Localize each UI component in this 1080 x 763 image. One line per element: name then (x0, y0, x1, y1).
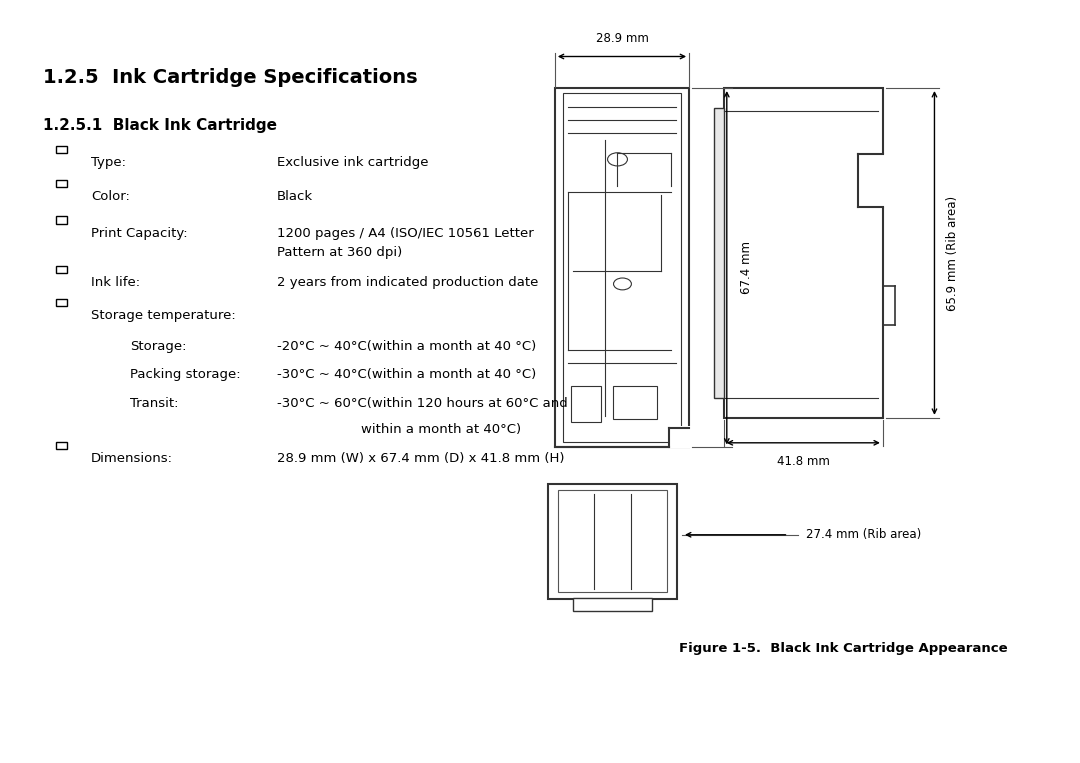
Bar (612, 386, 658, 419)
Text: 65.9 mm (Rib area): 65.9 mm (Rib area) (946, 195, 959, 311)
Text: 28.9 mm: 28.9 mm (595, 31, 648, 44)
Bar (56, 180, 67, 188)
Text: Storage temperature:: Storage temperature: (91, 309, 235, 322)
Bar (56, 266, 67, 273)
Text: 2 years from indicated production date: 2 years from indicated production date (276, 276, 538, 289)
Text: 1.2.5.1  Black Ink Cartridge: 1.2.5.1 Black Ink Cartridge (43, 118, 278, 133)
Text: 19: 19 (1050, 738, 1067, 751)
Bar (56, 217, 67, 224)
Text: Transit:: Transit: (130, 397, 178, 410)
Bar (56, 442, 67, 449)
Text: 27.4 mm (Rib area): 27.4 mm (Rib area) (807, 528, 921, 541)
Text: -30°C ~ 60°C(within 120 hours at 60°C and: -30°C ~ 60°C(within 120 hours at 60°C an… (276, 397, 567, 410)
Text: 1.2.5  Ink Cartridge Specifications: 1.2.5 Ink Cartridge Specifications (43, 69, 418, 88)
Text: Black: Black (276, 190, 313, 203)
Text: Dimensions:: Dimensions: (91, 452, 173, 465)
Bar (881, 154, 886, 207)
Bar (572, 597, 652, 611)
Bar (669, 427, 691, 448)
Text: within a month at 40°C): within a month at 40°C) (361, 423, 522, 436)
Text: Type:: Type: (91, 156, 126, 169)
Bar (555, 89, 689, 447)
Bar (714, 108, 724, 398)
Text: EPSON Stylus Color 900: EPSON Stylus Color 900 (13, 19, 180, 32)
Text: 67.4 mm: 67.4 mm (740, 241, 753, 295)
Bar (56, 146, 67, 153)
Text: Ink life:: Ink life: (91, 276, 140, 289)
Text: Color:: Color: (91, 190, 130, 203)
Text: Storage:: Storage: (130, 340, 186, 353)
Text: 41.8 mm: 41.8 mm (777, 455, 829, 468)
Text: -30°C ~ 40°C(within a month at 40 °C): -30°C ~ 40°C(within a month at 40 °C) (276, 369, 536, 382)
Text: Exclusive ink cartridge: Exclusive ink cartridge (276, 156, 428, 169)
Text: Packing storage:: Packing storage: (130, 369, 240, 382)
Bar (56, 299, 67, 306)
Bar (548, 484, 677, 599)
Bar (558, 491, 667, 592)
Text: Specifications: Specifications (490, 738, 590, 751)
Text: Figure 1-5.  Black Ink Cartridge Appearance: Figure 1-5. Black Ink Cartridge Appearan… (678, 642, 1008, 655)
Text: Revision C: Revision C (995, 19, 1067, 32)
Text: -20°C ~ 40°C(within a month at 40 °C): -20°C ~ 40°C(within a month at 40 °C) (276, 340, 536, 353)
Bar (571, 386, 600, 423)
Text: Print Capacity:: Print Capacity: (91, 227, 188, 240)
Bar (563, 93, 681, 442)
Bar (724, 89, 882, 418)
Text: 28.9 mm (W) x 67.4 mm (D) x 41.8 mm (H): 28.9 mm (W) x 67.4 mm (D) x 41.8 mm (H) (276, 452, 564, 465)
Text: 1200 pages / A4 (ISO/IEC 10561 Letter
Pattern at 360 dpi): 1200 pages / A4 (ISO/IEC 10561 Letter Pa… (276, 227, 534, 259)
Text: Product Description: Product Description (13, 738, 153, 751)
